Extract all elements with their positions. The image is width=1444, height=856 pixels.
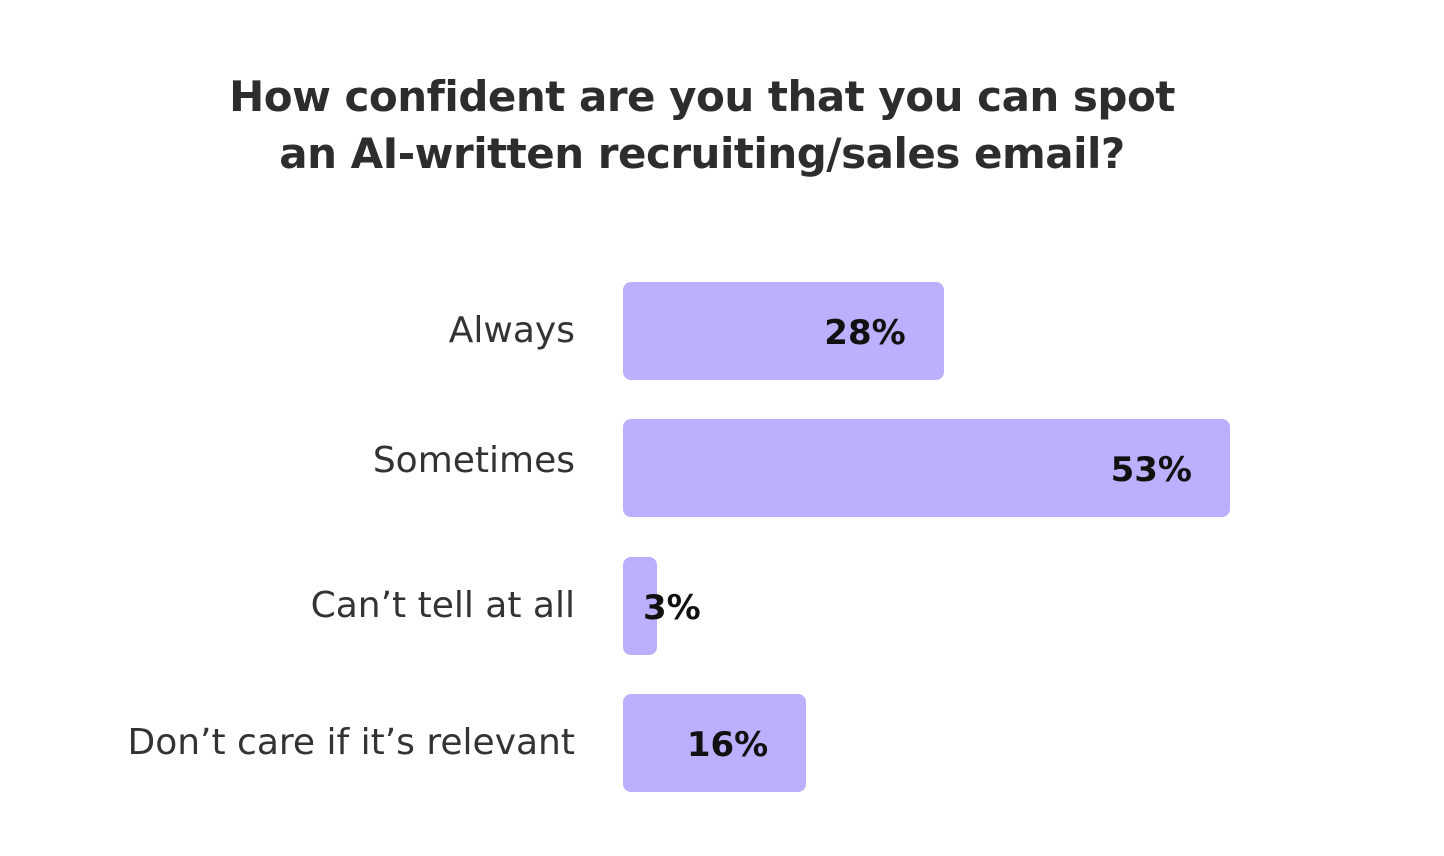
data-label: 3% bbox=[643, 588, 701, 628]
category-label: Can’t tell at all bbox=[310, 585, 575, 626]
data-label: 16% bbox=[686, 725, 769, 765]
category-label: Always bbox=[448, 310, 575, 351]
data-label: 28% bbox=[824, 313, 906, 353]
chart-title-line-2: an AI-written recruiting/sales email? bbox=[279, 129, 1125, 178]
bar bbox=[623, 694, 807, 792]
bar bbox=[623, 557, 658, 655]
category-label: Don’t care if it’s relevant bbox=[127, 722, 575, 763]
category-label: Sometimes bbox=[372, 440, 575, 481]
bar bbox=[623, 419, 1230, 517]
chart-title-line-1: How confident are you that you can spot bbox=[229, 72, 1175, 121]
bar bbox=[623, 282, 944, 380]
chart-title: How confident are you that you can spot … bbox=[0, 68, 1404, 182]
data-label: 53% bbox=[1110, 450, 1192, 490]
